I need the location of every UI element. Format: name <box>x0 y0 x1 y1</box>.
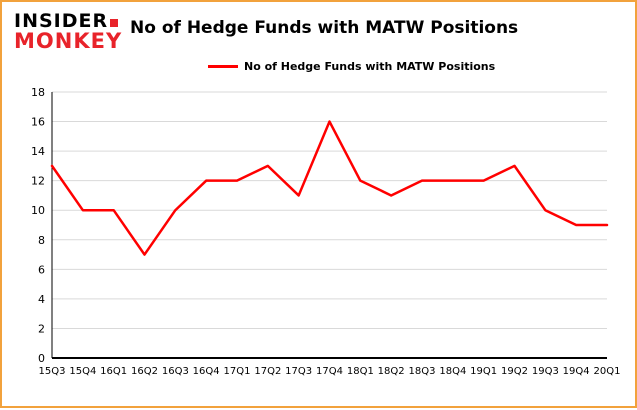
svg-text:16: 16 <box>31 116 45 129</box>
logo-line1-text: INSIDER <box>14 10 109 32</box>
svg-text:16Q1: 16Q1 <box>100 366 127 377</box>
svg-text:17Q4: 17Q4 <box>316 366 343 377</box>
svg-text:19Q1: 19Q1 <box>470 366 497 377</box>
svg-text:15Q3: 15Q3 <box>39 366 66 377</box>
line-chart: 0 2 4 6 8 10 12 14 16 18 15Q3 15Q4 16Q1 16Q2 16Q3 16Q4 1… <box>2 80 637 406</box>
svg-text:18Q4: 18Q4 <box>439 366 466 377</box>
svg-text:19Q2: 19Q2 <box>501 366 528 377</box>
svg-text:19Q4: 19Q4 <box>563 366 590 377</box>
chart-title: No of Hedge Funds with MATW Positions <box>130 18 519 38</box>
svg-text:18Q1: 18Q1 <box>347 366 374 377</box>
svg-text:17Q3: 17Q3 <box>285 366 312 377</box>
svg-text:17Q2: 17Q2 <box>254 366 281 377</box>
svg-text:16Q2: 16Q2 <box>131 366 158 377</box>
y-axis-labels: 0 2 4 6 8 10 12 14 16 18 <box>31 86 45 365</box>
svg-text:18Q3: 18Q3 <box>409 366 436 377</box>
svg-text:20Q1: 20Q1 <box>594 366 621 377</box>
svg-text:8: 8 <box>38 234 45 247</box>
svg-text:18: 18 <box>31 86 45 99</box>
svg-text:19Q3: 19Q3 <box>532 366 559 377</box>
svg-text:16Q4: 16Q4 <box>193 366 220 377</box>
chart-header: INSIDER MONKEY No of Hedge Funds with MA… <box>12 10 625 76</box>
svg-text:10: 10 <box>31 204 45 217</box>
svg-text:12: 12 <box>31 175 45 188</box>
svg-text:15Q4: 15Q4 <box>69 366 96 377</box>
logo-text-insider: INSIDER <box>14 12 124 31</box>
legend-label: No of Hedge Funds with MATW Positions <box>244 60 496 73</box>
legend-line-swatch-icon <box>208 65 238 68</box>
svg-text:4: 4 <box>38 293 45 306</box>
svg-text:17Q1: 17Q1 <box>224 366 251 377</box>
svg-text:0: 0 <box>38 352 45 365</box>
logo-text-monkey: MONKEY <box>14 29 123 53</box>
axes <box>51 92 607 359</box>
svg-text:6: 6 <box>38 263 45 276</box>
logo-red-square-icon <box>110 19 119 27</box>
svg-text:2: 2 <box>38 322 45 335</box>
series-line <box>50 120 609 256</box>
insider-monkey-logo: INSIDER MONKEY <box>14 12 124 52</box>
x-axis-labels: 15Q3 15Q4 16Q1 16Q2 16Q3 16Q4 17Q1 17Q2 17Q3 17Q4… <box>39 366 621 377</box>
svg-text:18Q2: 18Q2 <box>378 366 405 377</box>
gridlines <box>52 91 607 329</box>
svg-text:16Q3: 16Q3 <box>162 366 189 377</box>
svg-text:14: 14 <box>31 145 45 158</box>
chart-legend: No of Hedge Funds with MATW Positions <box>208 60 495 73</box>
